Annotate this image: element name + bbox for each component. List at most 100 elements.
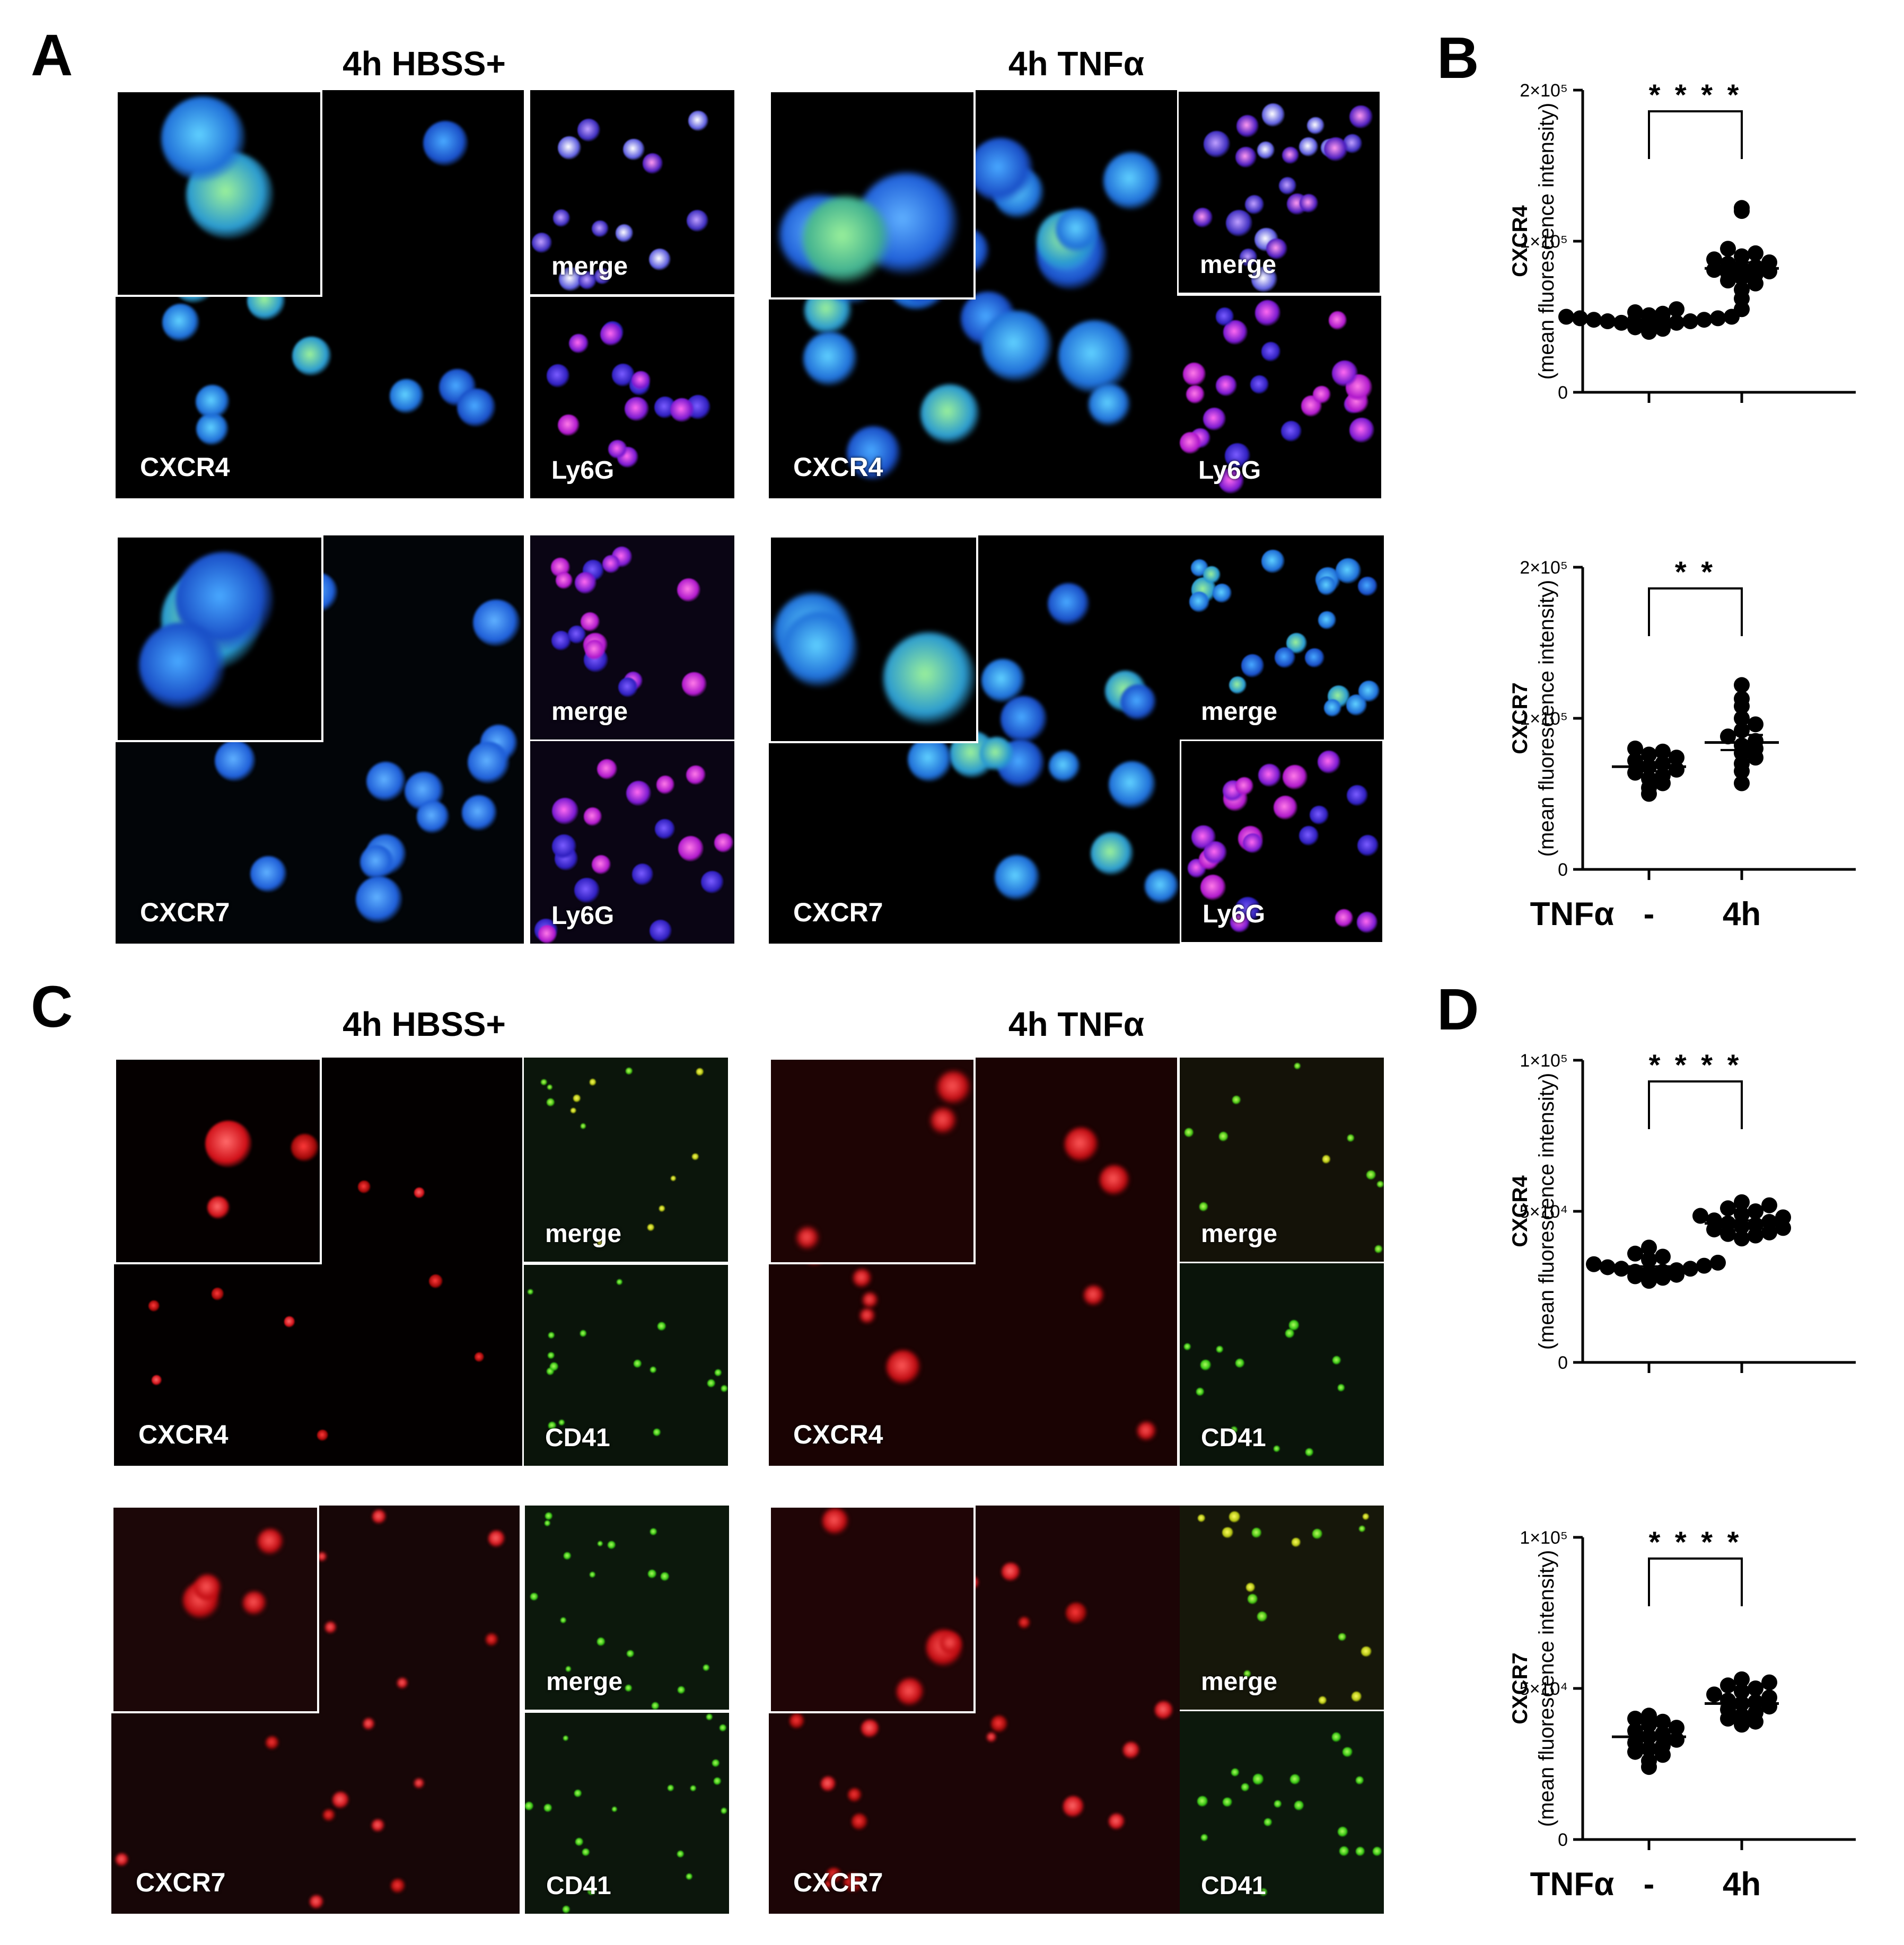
cell-blob (721, 1385, 728, 1392)
y-tick-label: 0 (1558, 1830, 1568, 1850)
micrograph-a-merge-tnf: merge (1177, 90, 1381, 294)
cell-blob (1218, 468, 1244, 494)
x-factor-label: TNFα (1530, 896, 1615, 932)
cell-blob (1329, 311, 1347, 330)
data-point (1734, 281, 1750, 298)
data-point (1720, 1200, 1736, 1217)
cell-blob (1274, 1445, 1280, 1453)
panel-c-title-tnf: 4h TNFα (1008, 1005, 1145, 1043)
cell-blob (995, 855, 1040, 900)
cell-blob (332, 1792, 349, 1809)
cell-blob (574, 1789, 582, 1797)
cell-blob (1266, 238, 1287, 260)
micrograph-c-cd41-tnf: CD41 (1180, 1262, 1384, 1466)
y-axis-label: CXCR7 (1508, 1652, 1532, 1724)
panel-label-d: D (1437, 977, 1479, 1042)
cell-blob (1100, 1165, 1130, 1195)
data-point (1655, 743, 1671, 760)
cell-blob (360, 845, 395, 880)
channel-label-cxcr4: CXCR4 (793, 452, 883, 482)
micrograph-c-cd41-hbss-cxcr7: CD41 (525, 1711, 729, 1914)
cell-blob (612, 364, 635, 386)
panel-c-title-hbss: 4h HBSS+ (343, 1005, 506, 1043)
cell-blob (908, 737, 953, 782)
cell-blob (1216, 1346, 1223, 1353)
cell-blob (1279, 177, 1297, 195)
x-factor-label: TNFα (1530, 1866, 1615, 1903)
cell-blob (1191, 825, 1216, 850)
cell-blob (564, 1552, 571, 1560)
data-point (1669, 301, 1684, 318)
data-point (1669, 1720, 1684, 1736)
cell-blob (981, 659, 1025, 703)
data-point (1734, 1708, 1750, 1724)
channel-label-cd41: CD41 (1201, 1872, 1266, 1900)
cell-blob (1356, 1847, 1365, 1856)
cell-blob (687, 209, 709, 232)
panel-label-b: B (1437, 25, 1479, 91)
cell-blob (1145, 869, 1179, 904)
cell-blob (1222, 1797, 1232, 1807)
cell-blob (575, 1837, 584, 1846)
cell-blob (1216, 307, 1234, 326)
cell-blob (551, 834, 576, 859)
inset-zoom-c-cxcr7-hbss (111, 1506, 319, 1713)
panel-label-c: C (31, 974, 73, 1040)
cell-blob (397, 1678, 408, 1689)
data-point (1627, 304, 1643, 320)
cell-blob (1232, 1095, 1241, 1104)
cell-blob (1294, 1062, 1301, 1070)
channel-label-merge: merge (1201, 1220, 1278, 1248)
cell-blob (667, 1784, 674, 1791)
cell-blob (1358, 680, 1380, 702)
cell-blob (1243, 833, 1263, 853)
y-tick-label: 1×10⁵ (1520, 1528, 1568, 1548)
cell-blob (1066, 1603, 1087, 1624)
cell-blob (525, 1801, 534, 1810)
cell-blob (688, 111, 708, 131)
micrograph-c-merge-tnf-cxcr7: merge (1180, 1506, 1384, 1710)
cell-blob (608, 440, 627, 459)
cell-blob (670, 1175, 676, 1181)
cell-blob (1229, 676, 1247, 694)
cell-blob (1199, 1202, 1208, 1211)
cell-blob (194, 1574, 222, 1602)
cell-blob (883, 632, 976, 725)
data-point (1748, 1203, 1763, 1219)
data-point (1669, 750, 1684, 766)
cell-blob (1186, 385, 1205, 404)
data-point (1627, 752, 1643, 769)
cell-blob (1305, 1448, 1314, 1456)
data-point (1655, 1738, 1671, 1754)
cell-blob (573, 1094, 581, 1103)
cell-blob (937, 1071, 970, 1104)
cell-blob (551, 631, 572, 651)
x-tick-label: - (1644, 896, 1655, 932)
channel-label-cd41: CD41 (545, 1424, 610, 1452)
cell-blob (580, 1330, 586, 1337)
cell-blob (1317, 576, 1337, 595)
significance-bracket (1648, 587, 1743, 636)
cell-blob (602, 555, 621, 574)
inset-zoom-c-cxcr4-tnf (769, 1058, 976, 1264)
y-axis-label-units: (mean fluorescence intensity) (1535, 103, 1558, 380)
data-point (1720, 1677, 1736, 1694)
cell-blob (627, 1650, 634, 1658)
data-point (1720, 241, 1736, 257)
cell-blob (571, 1107, 576, 1114)
cell-blob (243, 1591, 267, 1615)
data-point (1641, 1708, 1657, 1724)
micrograph-c-merge-tnf: merge (1180, 1058, 1384, 1262)
cell-blob (661, 1572, 669, 1581)
inset-zoom-a-cxcr7-tnf (769, 535, 978, 743)
cell-blob (594, 268, 611, 285)
cell-blob (853, 1269, 871, 1288)
y-tick-label: 5×10⁴ (1520, 1679, 1568, 1699)
significance-stars: * * (1675, 555, 1716, 588)
cell-blob (195, 385, 230, 419)
cell-blob (148, 1300, 160, 1312)
cell-blob (372, 1819, 384, 1832)
cell-blob (1294, 1801, 1304, 1811)
cell-blob (1332, 1356, 1341, 1365)
cell-blob (592, 220, 609, 237)
